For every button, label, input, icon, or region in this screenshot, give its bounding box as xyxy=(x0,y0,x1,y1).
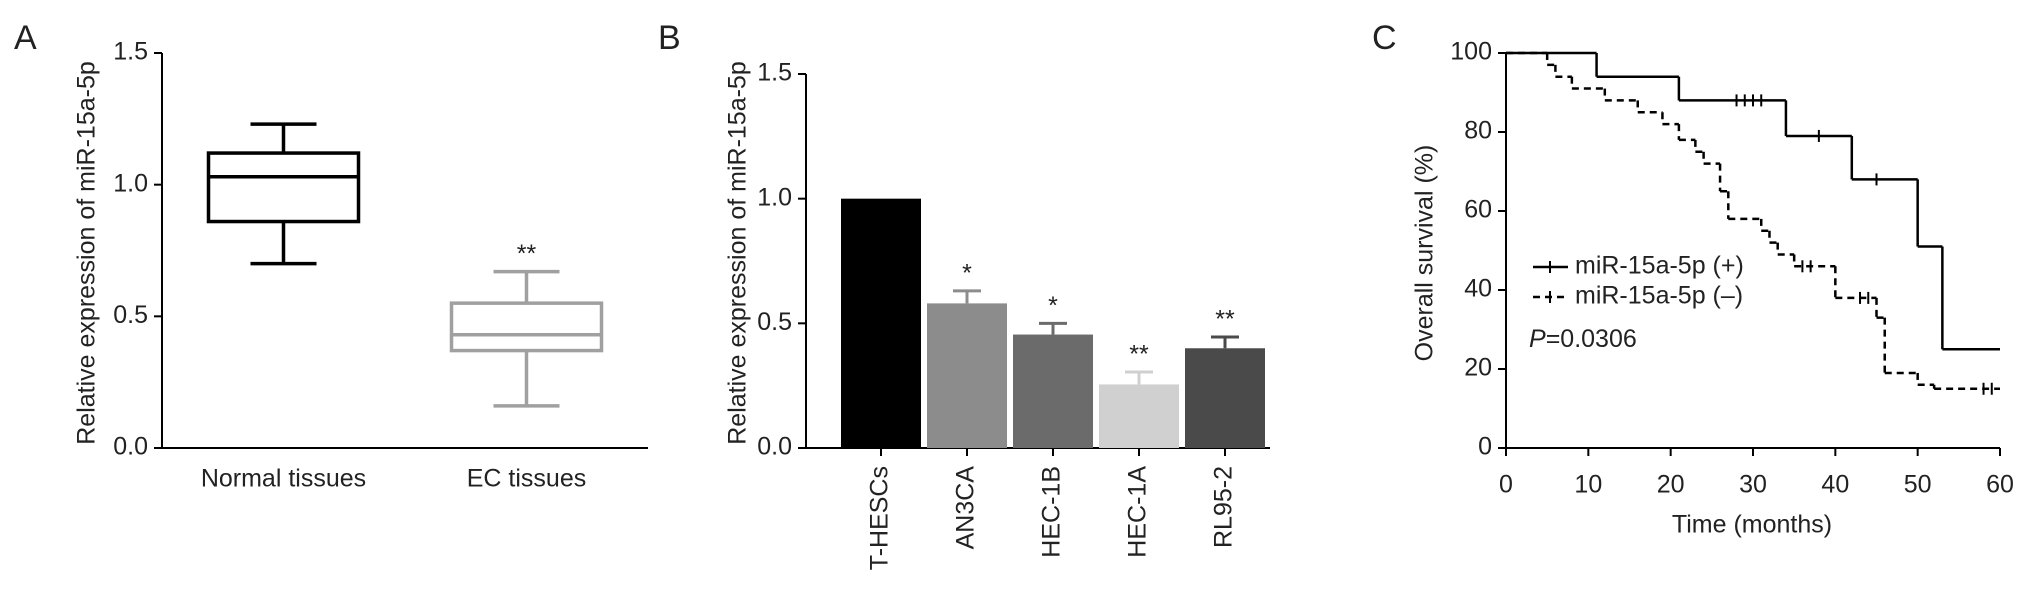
annotation: * xyxy=(962,260,972,288)
y-tick-label: 1.5 xyxy=(113,38,148,66)
y-tick-label: 0.5 xyxy=(757,308,792,336)
y-axis-label: Relative expression of miR-15a-5p xyxy=(724,61,752,445)
annotation: ** xyxy=(1215,306,1235,334)
x-tick-label: Normal tissues xyxy=(201,465,366,493)
panel-label: C xyxy=(1372,19,1397,57)
y-tick-label: 1.0 xyxy=(757,183,792,211)
x-axis-label: Time (months) xyxy=(1672,511,1832,539)
annotation: ** xyxy=(1129,341,1149,369)
bar xyxy=(1185,348,1265,448)
annotation: * xyxy=(1048,292,1058,320)
x-tick-label: HEC-1A xyxy=(1124,466,1152,558)
x-tick-label: 0 xyxy=(1499,471,1513,499)
y-tick-label: 40 xyxy=(1464,275,1492,303)
y-tick-label: 0.0 xyxy=(757,433,792,461)
legend-label: miR-15a-5p (+) xyxy=(1575,252,1744,280)
bar xyxy=(1013,334,1093,448)
y-tick-label: 1.0 xyxy=(113,169,148,197)
x-tick-label: 60 xyxy=(1986,471,2014,499)
box xyxy=(206,151,361,224)
x-tick-label: EC tissues xyxy=(467,465,586,493)
x-tick-label: AN3CA xyxy=(952,466,980,550)
x-tick-label: 40 xyxy=(1821,471,1849,499)
box xyxy=(449,301,604,353)
p-value: P=0.0306 xyxy=(1529,325,1637,353)
y-tick-label: 0 xyxy=(1478,433,1492,461)
x-tick-label: 50 xyxy=(1904,471,1932,499)
x-tick-label: 10 xyxy=(1574,471,1602,499)
annotation: ** xyxy=(517,240,537,268)
p-symbol: P xyxy=(1529,325,1546,353)
y-axis-label: Relative expression of miR-15a-5p xyxy=(73,61,101,445)
y-tick-label: 80 xyxy=(1464,117,1492,145)
bar xyxy=(927,303,1007,448)
panel-label: B xyxy=(658,19,681,57)
y-tick-label: 1.5 xyxy=(757,59,792,87)
y-tick-label: 100 xyxy=(1450,38,1492,66)
x-tick-label: 30 xyxy=(1739,471,1767,499)
x-tick-label: 20 xyxy=(1657,471,1685,499)
x-tick-label: T-HESCs xyxy=(866,466,894,570)
legend-label: miR-15a-5p (–) xyxy=(1575,282,1743,310)
y-tick-label: 60 xyxy=(1464,196,1492,224)
y-tick-label: 0.0 xyxy=(113,433,148,461)
x-tick-label: HEC-1B xyxy=(1038,466,1066,558)
y-axis-label: Overall survival (%) xyxy=(1411,145,1439,362)
bar xyxy=(1099,384,1179,448)
y-tick-label: 0.5 xyxy=(113,301,148,329)
bar xyxy=(841,198,921,448)
panel-label: A xyxy=(14,19,37,57)
p-text: =0.0306 xyxy=(1546,325,1637,353)
y-tick-label: 20 xyxy=(1464,354,1492,382)
x-tick-label: RL95-2 xyxy=(1210,466,1238,548)
